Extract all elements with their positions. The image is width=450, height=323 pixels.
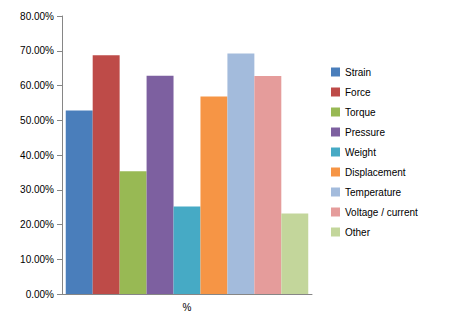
svg-text:Weight: Weight (345, 147, 376, 158)
svg-text:60.00%: 60.00% (20, 80, 54, 91)
svg-text:70.00%: 70.00% (20, 45, 54, 56)
svg-text:50.00%: 50.00% (20, 115, 54, 126)
svg-text:30.00%: 30.00% (20, 184, 54, 195)
svg-text:Other: Other (345, 227, 371, 238)
svg-text:80.00%: 80.00% (20, 11, 54, 22)
svg-text:Strain: Strain (345, 67, 371, 78)
svg-text:10.00%: 10.00% (20, 254, 54, 265)
svg-text:Force: Force (345, 87, 371, 98)
svg-text:20.00%: 20.00% (20, 219, 54, 230)
svg-text:Pressure: Pressure (345, 127, 385, 138)
svg-text:Temperature: Temperature (345, 187, 402, 198)
svg-text:40.00%: 40.00% (20, 150, 54, 161)
svg-text:0.00%: 0.00% (26, 289, 54, 300)
svg-text:%: % (183, 302, 192, 313)
svg-text:Voltage / current: Voltage / current (345, 207, 418, 218)
svg-text:Displacement: Displacement (345, 167, 406, 178)
svg-text:Torque: Torque (345, 107, 376, 118)
